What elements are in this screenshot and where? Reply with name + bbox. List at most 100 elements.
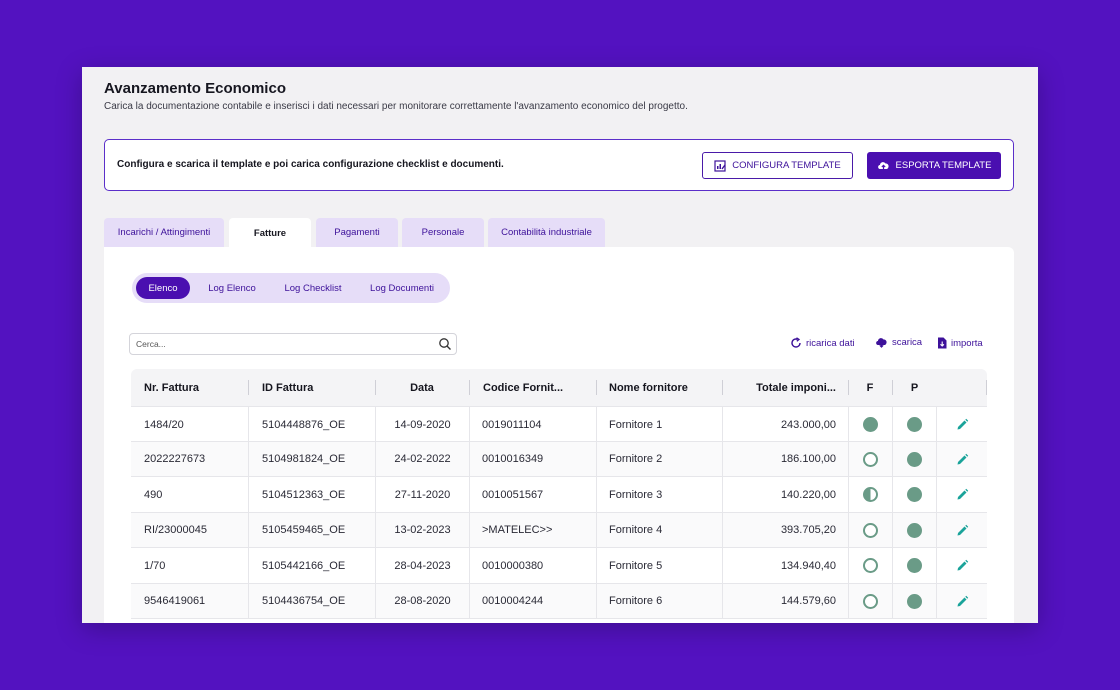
column-divider: [596, 380, 597, 395]
cell-data: 27-11-2020: [376, 477, 470, 512]
pencil-icon: [957, 524, 968, 535]
column-header[interactable]: Nr. Fattura: [144, 381, 200, 394]
column-header[interactable]: Totale imponi...: [756, 381, 836, 394]
cell-totale-imponibile: 186.100,00: [723, 441, 849, 477]
app-window: Avanzamento Economico Carica la document…: [82, 67, 1038, 623]
pencil-icon: [957, 488, 968, 500]
cloud-download-icon: [876, 338, 887, 348]
cell-codice-fornitore: 0010004244: [470, 583, 597, 619]
cell-codice-fornitore: 0019011104: [470, 407, 597, 442]
status-empty-icon: [863, 451, 878, 467]
table-row[interactable]: 490 5104512363_OE 27-11-2020 0010051567 Forn…: [131, 477, 987, 513]
configure-template-button[interactable]: CONFIGURA TEMPLATE: [702, 152, 853, 179]
page-title: Avanzamento Economico: [104, 80, 286, 97]
import-button[interactable]: importa: [937, 337, 983, 349]
status-full-icon: [907, 451, 922, 467]
download-label: scarica: [892, 337, 923, 348]
table-body: 1484/20 5104448876_OE 14-09-2020 0019011104…: [131, 406, 987, 619]
pencil-icon: [957, 559, 968, 571]
table-row[interactable]: 1/70 5105442166_OE 28-04-2023 0010000380 For…: [131, 548, 987, 584]
column-divider: [848, 380, 849, 395]
status-full-icon: [907, 522, 922, 538]
cell-nr-fattura: 2022227673: [131, 441, 249, 477]
cell-totale-imponibile: 144.579,60: [723, 583, 849, 619]
cell-status-p: [893, 512, 937, 548]
export-template-button[interactable]: ESPORTA TEMPLATE: [867, 152, 1001, 179]
download-button[interactable]: scarica: [875, 337, 922, 348]
cell-id-fattura: 5105442166_OE: [249, 548, 376, 583]
search-input[interactable]: Cerca...: [129, 333, 457, 355]
cell-id-fattura: 5104512363_OE: [249, 477, 376, 512]
template-banner: Configura e scarica il template e poi ca…: [104, 139, 1014, 191]
cell-status-f: [849, 407, 893, 442]
cell-id-fattura: 5104981824_OE: [249, 441, 376, 477]
tab-contabilita-industriale[interactable]: Contabilità industriale: [488, 218, 605, 247]
refresh-icon: [791, 337, 801, 348]
status-empty-icon: [863, 558, 878, 573]
column-header[interactable]: Nome fornitore: [609, 381, 688, 394]
column-divider: [248, 380, 249, 395]
cell-data: 14-09-2020: [376, 407, 470, 442]
pencil-icon: [957, 418, 968, 430]
pencil-icon: [957, 595, 968, 606]
search-icon[interactable]: [438, 337, 452, 351]
status-empty-icon: [863, 593, 878, 609]
chart-edit-icon: [714, 159, 726, 172]
subtab-label: Log Elenco: [208, 282, 256, 294]
column-divider: [469, 380, 470, 395]
status-empty-icon: [863, 522, 878, 538]
cell-status-p: [893, 407, 937, 442]
cloud-upload-icon: [877, 162, 889, 170]
table-row[interactable]: RI/23000045 5105459465_OE 13-02-2023 >MATEL…: [131, 512, 987, 548]
cell-id-fattura: 5104436754_OE: [249, 583, 376, 619]
cell-nr-fattura: RI/23000045: [131, 512, 249, 548]
cell-status-p: [893, 583, 937, 619]
cell-nome-fornitore: Fornitore 3: [597, 477, 723, 512]
status-full-icon: [907, 417, 922, 432]
cell-data: 13-02-2023: [376, 512, 470, 548]
table-row[interactable]: 9546419061 5104436754_OE 28-08-2020 0010004…: [131, 583, 987, 619]
column-divider: [722, 380, 723, 395]
edit-button[interactable]: [937, 477, 987, 512]
subtab-log-checklist[interactable]: Log Checklist: [272, 277, 354, 299]
subtab-log-documenti[interactable]: Log Documenti: [358, 277, 446, 299]
tab-incarichi[interactable]: Incarichi / Attingimenti: [104, 218, 224, 247]
cell-status-f: [849, 512, 893, 548]
status-full-icon: [863, 417, 878, 432]
edit-button[interactable]: [937, 442, 987, 477]
cell-data: 28-04-2023: [376, 548, 470, 583]
tab-pagamenti[interactable]: Pagamenti: [316, 218, 398, 247]
tab-fatture[interactable]: Fatture: [229, 218, 311, 248]
table-row[interactable]: 1484/20 5104448876_OE 14-09-2020 0019011104…: [131, 406, 987, 442]
subtab-label: Log Documenti: [370, 282, 434, 294]
column-header[interactable]: Codice Fornit...: [483, 381, 564, 394]
edit-button[interactable]: [937, 513, 987, 548]
edit-button[interactable]: [937, 548, 987, 583]
cell-totale-imponibile: 393.705,20: [723, 512, 849, 548]
edit-button[interactable]: [937, 407, 987, 442]
subtab-elenco[interactable]: Elenco: [136, 277, 190, 299]
column-header[interactable]: P: [910, 381, 919, 394]
subtab-label: Log Checklist: [284, 282, 342, 294]
column-header[interactable]: ID Fattura: [262, 381, 314, 394]
cell-codice-fornitore: >MATELEC>>: [470, 512, 597, 548]
table-row[interactable]: 2022227673 5104981824_OE 24-02-2022 0010016…: [131, 441, 987, 477]
edit-button[interactable]: [937, 584, 987, 619]
export-template-label: ESPORTA TEMPLATE: [895, 160, 992, 171]
cell-id-fattura: 5105459465_OE: [249, 512, 376, 548]
status-full-icon: [907, 487, 922, 502]
cell-nome-fornitore: Fornitore 2: [597, 441, 723, 477]
subtab-label: Elenco: [148, 282, 178, 294]
pencil-icon: [957, 453, 968, 464]
invoices-table: Nr. Fattura ID Fattura Data Codice Forni…: [131, 369, 987, 619]
column-divider: [892, 380, 893, 395]
reload-data-button[interactable]: ricarica dati: [790, 337, 855, 349]
tab-label: Contabilità industriale: [501, 227, 592, 238]
column-header[interactable]: Data: [410, 381, 434, 394]
column-divider: [375, 380, 376, 395]
subtab-log-elenco[interactable]: Log Elenco: [196, 277, 268, 299]
status-half-icon: [863, 487, 878, 502]
tab-label: Incarichi / Attingimenti: [117, 227, 211, 238]
column-header[interactable]: F: [866, 381, 874, 394]
tab-personale[interactable]: Personale: [402, 218, 484, 247]
